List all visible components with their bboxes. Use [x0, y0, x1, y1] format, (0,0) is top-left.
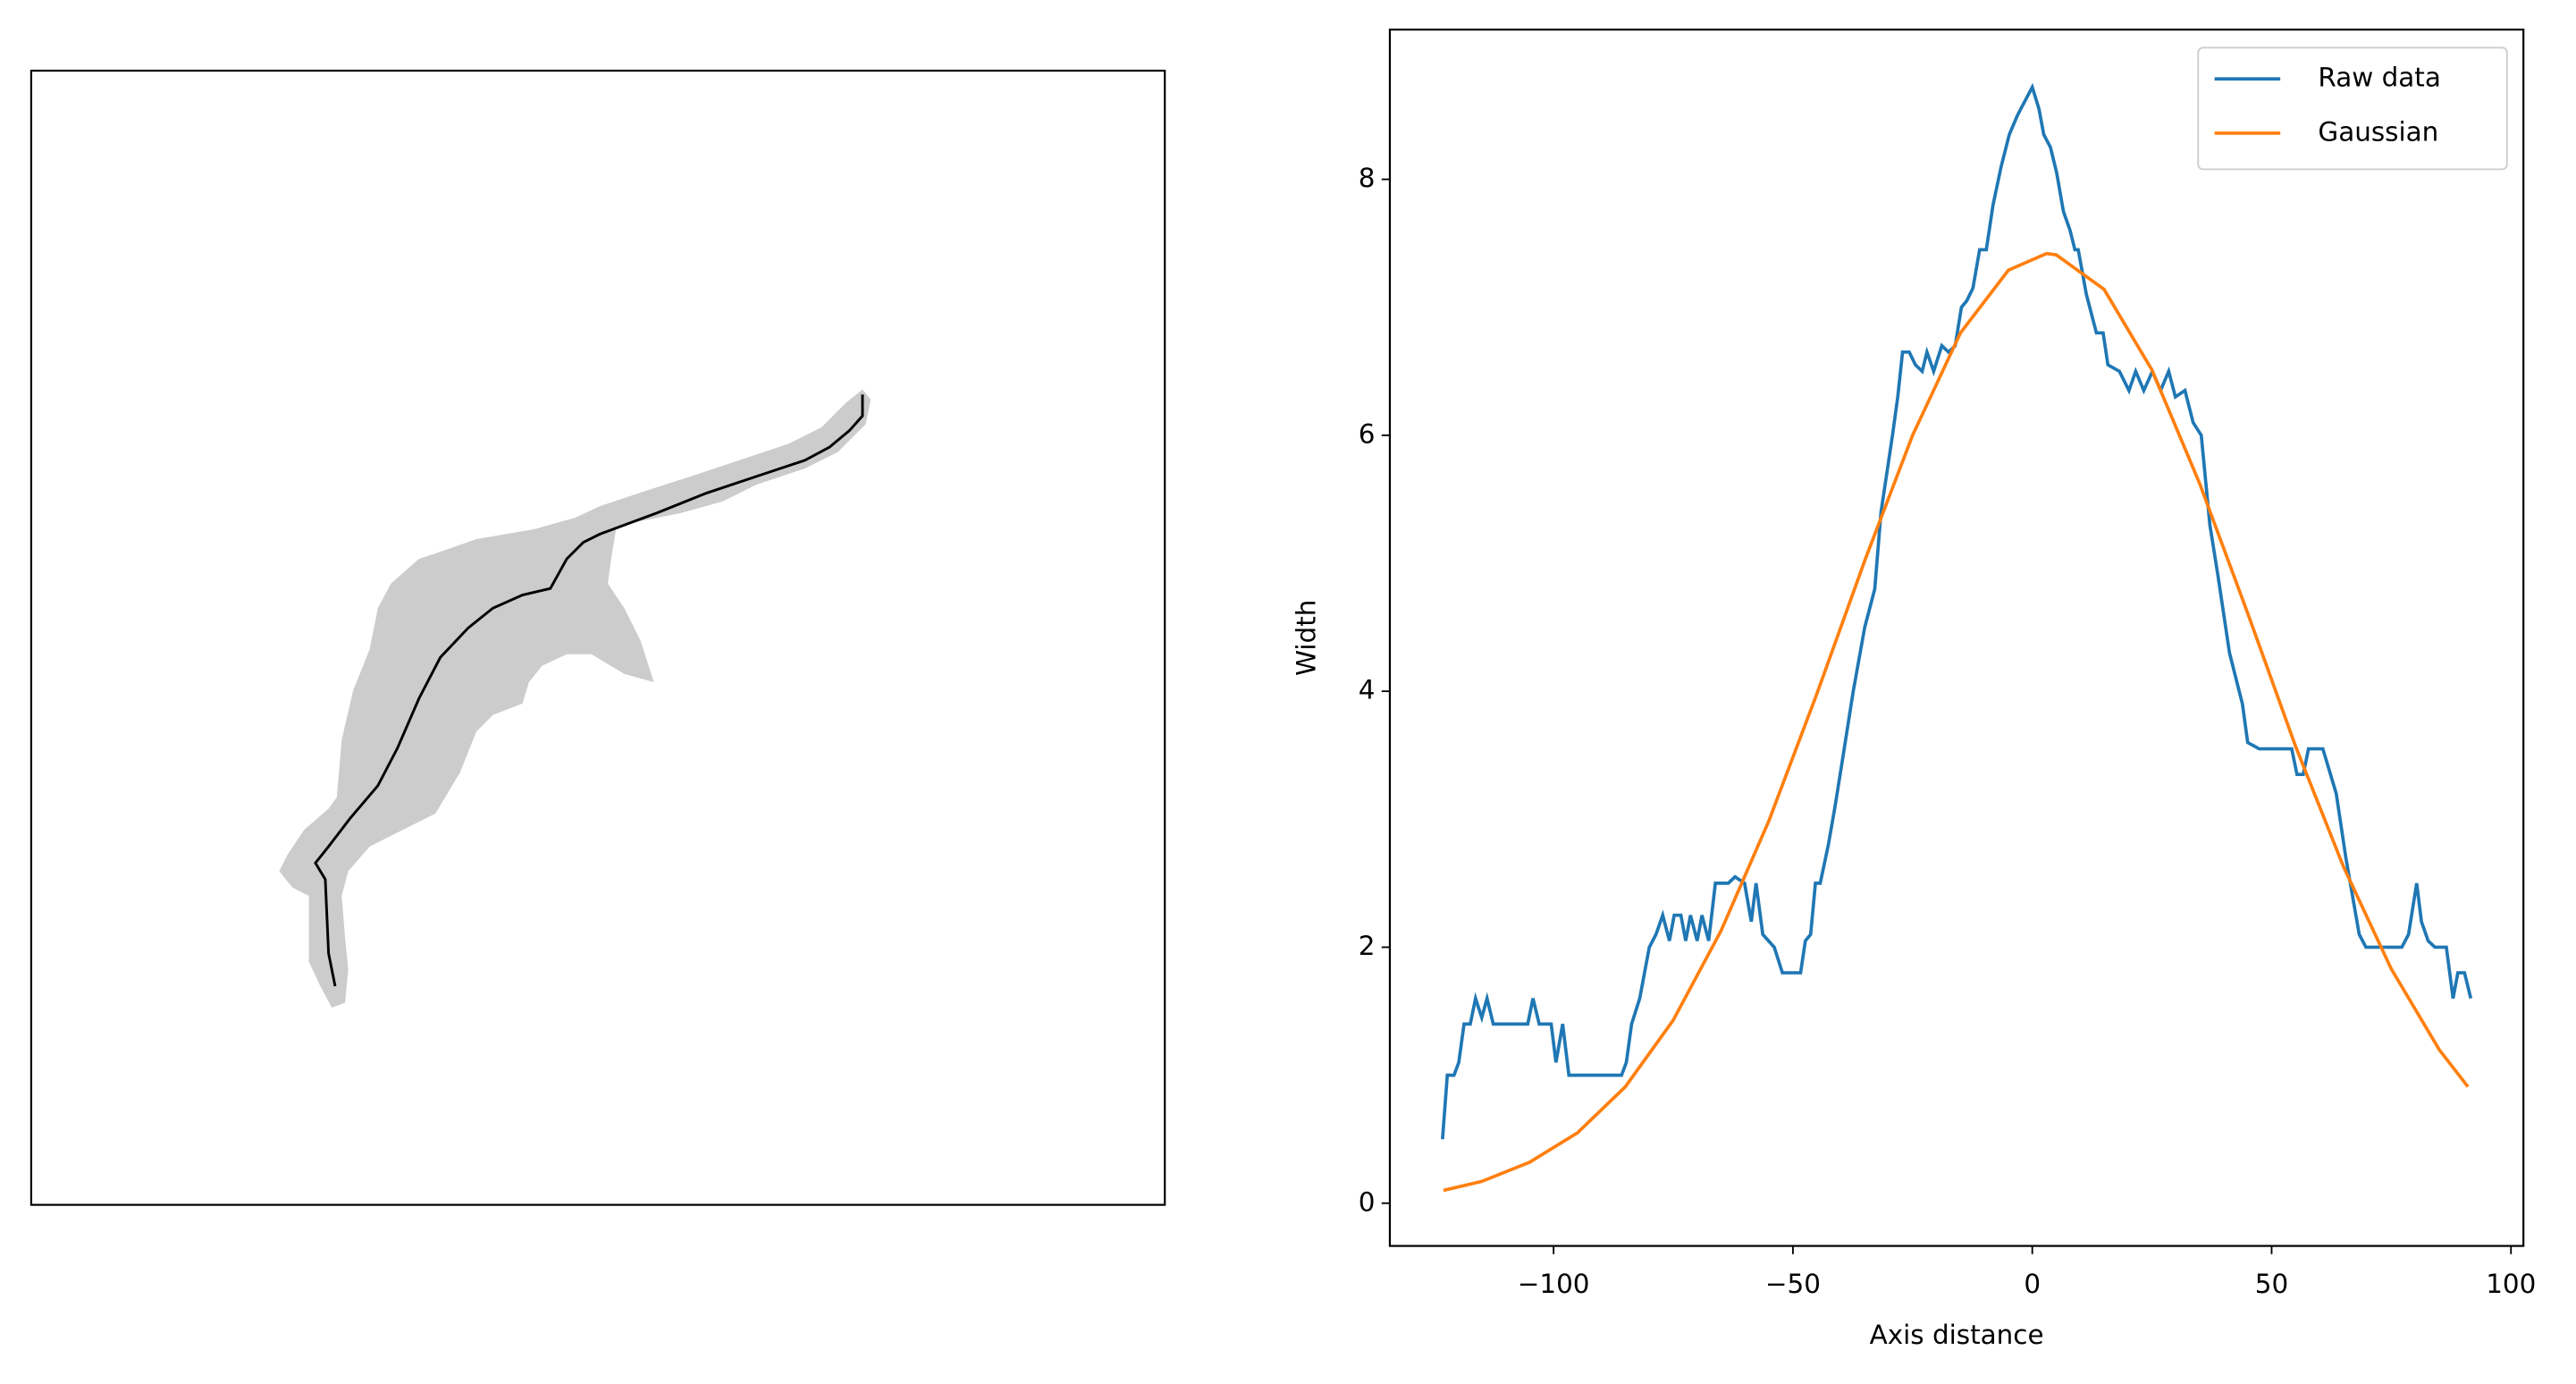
- y-tick-label: 4: [1359, 675, 1376, 705]
- y-axis-label: Width: [1292, 600, 1322, 676]
- legend-label: Raw data: [2318, 63, 2440, 93]
- plot-frame: [1388, 28, 2525, 1247]
- y-tick-label: 8: [1359, 163, 1376, 193]
- series-line: [1443, 251, 2470, 1193]
- y-tick-label: 0: [1359, 1186, 1376, 1217]
- y-tick-label: 6: [1359, 418, 1376, 449]
- x-tick-label: 0: [2024, 1269, 2041, 1299]
- y-tick-label: 2: [1359, 931, 1376, 961]
- x-tick-label: 100: [2486, 1269, 2536, 1299]
- image-panel: [29, 69, 1166, 1206]
- skeleton-line: [314, 394, 864, 987]
- series-line: [1441, 82, 2473, 1140]
- mask-shape: [279, 389, 871, 1008]
- plot-panel: −100 −50 0 50 100 0 2 4 6 8 Axis distance Width Raw …: [1292, 28, 2536, 1350]
- x-axis-label: Axis distance: [1870, 1320, 2044, 1350]
- x-tick-label: −100: [1518, 1269, 1590, 1299]
- legend-label: Gaussian: [2318, 116, 2438, 147]
- x-tick-label: 50: [2255, 1269, 2288, 1299]
- x-tick-label: −50: [1765, 1269, 1821, 1299]
